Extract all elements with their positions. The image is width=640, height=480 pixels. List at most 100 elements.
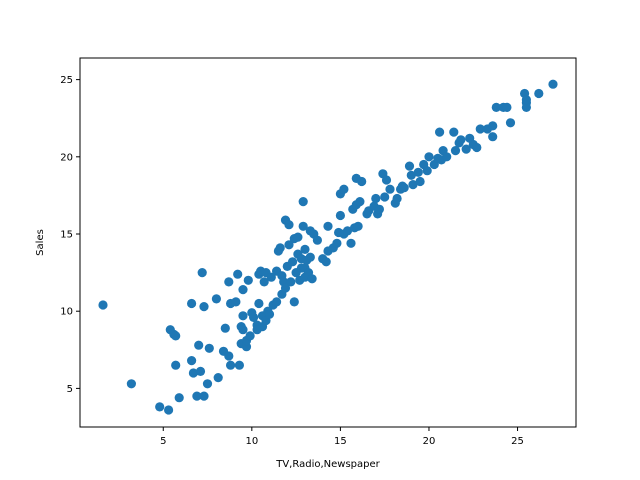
data-point <box>245 331 255 341</box>
data-point <box>234 360 244 370</box>
data-point <box>243 275 253 285</box>
data-point <box>188 368 198 378</box>
x-tick-label: 20 <box>423 436 436 447</box>
y-tick-label: 5 <box>67 384 73 395</box>
data-point <box>298 221 308 231</box>
data-point <box>126 379 136 389</box>
data-points <box>98 79 558 415</box>
data-point <box>272 297 282 307</box>
data-point <box>226 360 236 370</box>
data-point <box>164 405 174 415</box>
data-point <box>353 221 363 231</box>
data-point <box>280 283 291 293</box>
data-point <box>211 294 221 304</box>
y-tick-label: 20 <box>60 152 73 163</box>
data-point <box>187 298 197 309</box>
data-point <box>249 312 259 322</box>
data-point <box>332 238 342 248</box>
data-point <box>300 244 310 254</box>
data-point <box>346 238 356 248</box>
data-point <box>339 184 349 194</box>
data-point <box>488 132 498 142</box>
data-point <box>197 268 207 278</box>
data-point <box>305 252 315 262</box>
y-tick-label: 10 <box>60 307 73 318</box>
data-point <box>312 235 322 245</box>
data-point <box>233 269 243 279</box>
data-point <box>289 297 299 307</box>
data-point <box>238 311 248 321</box>
data-point <box>293 232 303 242</box>
x-tick-label: 15 <box>334 436 347 447</box>
data-point <box>461 144 471 154</box>
data-point <box>224 277 234 287</box>
data-point <box>171 331 181 341</box>
data-point <box>174 393 184 403</box>
data-point <box>213 373 223 383</box>
data-point <box>238 325 248 335</box>
data-point <box>472 142 482 153</box>
data-point <box>231 297 241 307</box>
data-point <box>342 226 353 236</box>
data-point <box>505 118 516 128</box>
data-point <box>406 170 416 180</box>
data-point <box>199 302 209 312</box>
data-point <box>284 220 294 230</box>
data-point <box>155 402 165 412</box>
x-tick-label: 5 <box>160 436 166 447</box>
data-point <box>435 127 445 137</box>
data-point <box>199 391 209 401</box>
data-point <box>399 183 409 193</box>
data-point <box>381 175 392 185</box>
data-point <box>195 366 206 376</box>
data-point <box>323 221 333 231</box>
data-point <box>424 152 434 162</box>
data-point <box>187 356 197 366</box>
data-point <box>442 152 452 162</box>
x-tick-label: 25 <box>511 436 524 447</box>
y-tick-label: 25 <box>60 75 73 86</box>
data-point <box>488 121 498 131</box>
data-point <box>264 309 275 319</box>
data-point <box>220 323 230 333</box>
data-point <box>491 102 501 112</box>
data-point <box>194 340 204 350</box>
data-point <box>534 88 544 99</box>
data-point <box>502 102 512 112</box>
y-axis-label: Sales <box>35 229 46 256</box>
data-point <box>284 240 294 250</box>
data-point <box>171 360 181 370</box>
y-tick-label: 15 <box>60 230 73 241</box>
data-point <box>259 277 269 287</box>
data-point <box>404 161 415 171</box>
data-point <box>385 184 395 194</box>
data-point <box>335 210 345 221</box>
data-point <box>380 192 390 202</box>
data-point <box>204 343 214 353</box>
data-point <box>275 243 285 253</box>
data-point <box>266 272 276 282</box>
data-point <box>98 300 108 310</box>
data-point <box>413 167 423 177</box>
data-point <box>374 204 384 214</box>
data-point <box>286 277 296 287</box>
data-point <box>321 257 331 267</box>
data-point <box>202 379 213 389</box>
data-point <box>192 391 202 401</box>
data-point <box>357 176 367 187</box>
x-tick-label: 10 <box>245 436 258 447</box>
data-point <box>521 95 532 105</box>
data-point <box>449 127 459 137</box>
data-point <box>254 298 264 309</box>
data-point <box>288 257 298 267</box>
data-point <box>456 135 466 145</box>
data-point <box>521 102 532 112</box>
data-point <box>298 197 308 207</box>
data-point <box>307 274 317 284</box>
data-point <box>355 197 365 207</box>
data-point <box>450 146 461 156</box>
data-point <box>415 176 425 187</box>
data-point <box>224 351 234 361</box>
data-point <box>238 285 248 295</box>
